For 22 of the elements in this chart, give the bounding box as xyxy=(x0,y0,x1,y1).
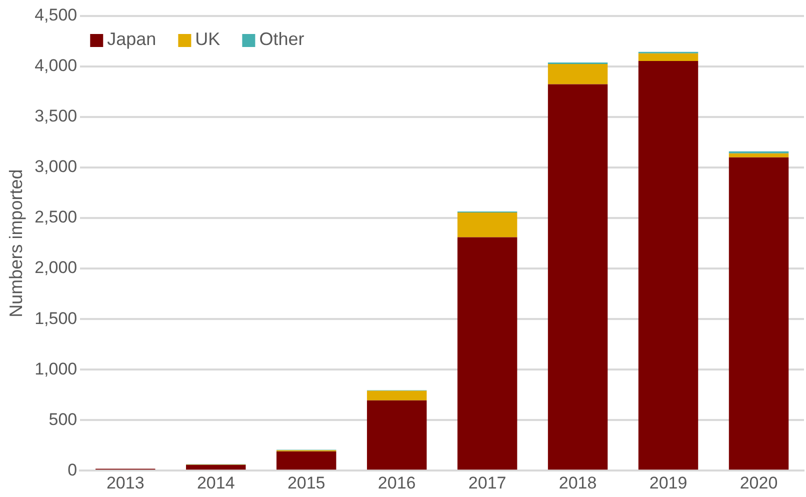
x-tick-label: 2018 xyxy=(558,473,597,492)
legend-label: Other xyxy=(259,28,304,49)
x-tick-label: 2015 xyxy=(287,473,326,492)
y-tick-label: 4,500 xyxy=(34,6,78,25)
legend-label: UK xyxy=(195,28,220,49)
y-tick-label: 500 xyxy=(48,410,78,429)
y-tick-label: 2,500 xyxy=(34,208,78,227)
y-tick-label: 0 xyxy=(68,460,78,480)
x-tick-label: 2017 xyxy=(468,473,506,492)
x-tick-label: 2013 xyxy=(106,473,144,492)
x-tick-label: 2016 xyxy=(378,473,416,492)
x-tick-label: 2014 xyxy=(196,473,235,492)
legend-label: Japan xyxy=(107,28,156,49)
y-axis-title: Numbers imported xyxy=(6,169,26,318)
y-tick-label: 2,000 xyxy=(34,258,78,278)
x-tick-label: 2019 xyxy=(649,473,688,492)
x-tick-label: 2020 xyxy=(740,473,778,492)
y-tick-label: 1,500 xyxy=(34,308,78,328)
y-tick-label: 3,000 xyxy=(34,157,78,176)
y-tick-label: 4,000 xyxy=(34,56,78,76)
y-tick-label: 3,500 xyxy=(34,106,78,126)
y-tick-label: 1,000 xyxy=(34,359,78,378)
